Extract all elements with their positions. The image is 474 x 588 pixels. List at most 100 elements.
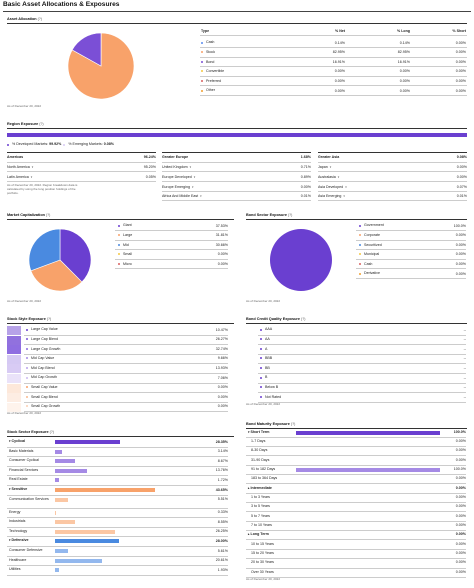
- sector-bar-real-estate: [55, 478, 59, 483]
- help-icon[interactable]: (?): [290, 422, 296, 426]
- sector-row-defensive[interactable]: ▾Defensive: [9, 538, 53, 543]
- row-divider: [7, 546, 228, 547]
- style-label: Small Cap Blend: [31, 394, 58, 399]
- legend-dot: [260, 376, 262, 379]
- chevron-down-icon[interactable]: ▾: [248, 429, 250, 434]
- legend-dot: [201, 41, 203, 44]
- style-box-small-cap-blend: [7, 393, 21, 403]
- region-row-asia-developed[interactable]: Asia Developed ▾: [318, 185, 347, 190]
- sector-row-sensitive[interactable]: ▾Sensitive: [9, 487, 53, 492]
- asset-net-value: 0.00%: [334, 78, 345, 83]
- help-icon[interactable]: (?): [287, 213, 293, 217]
- chevron-down-icon[interactable]: ▾: [343, 194, 345, 199]
- credit-label: B: [265, 375, 268, 380]
- chevron-down-icon[interactable]: ▾: [189, 165, 192, 169]
- asset-net-value: 16.91%: [332, 59, 345, 64]
- sector-label: Real Estate: [9, 477, 28, 482]
- help-icon[interactable]: (?): [45, 213, 51, 217]
- sector-bar-financial-services: [55, 468, 87, 473]
- credit-row-aa: AA: [260, 336, 270, 343]
- row-divider: [246, 436, 466, 438]
- region-row-europe-developed[interactable]: Europe Developed ▾: [162, 175, 195, 180]
- sector-label: Cyclical: [11, 439, 26, 443]
- region-row-north-america[interactable]: North America ▾: [7, 165, 33, 170]
- row-divider: [162, 171, 311, 172]
- chevron-down-icon[interactable]: ▾: [9, 439, 11, 443]
- chevron-down-icon[interactable]: ▾: [193, 174, 196, 179]
- row-divider: [356, 268, 466, 270]
- row-divider: [200, 47, 467, 48]
- column-header[interactable]: % Net: [335, 29, 345, 33]
- region-total: 0.08%: [456, 155, 467, 159]
- chevron-down-icon[interactable]: ▾: [31, 165, 34, 169]
- maturity-row-intermediate[interactable]: ▸Intermediate: [248, 486, 272, 491]
- row-divider: [115, 268, 228, 270]
- chevron-down-icon[interactable]: ▾: [9, 538, 11, 543]
- stock-style-title: Stock Style Exposure (?): [7, 317, 52, 321]
- sector-bar-industrials: [55, 520, 75, 525]
- chevron-right-icon[interactable]: ▸: [248, 485, 250, 490]
- chevron-down-icon[interactable]: ▾: [9, 487, 11, 491]
- region-total: 96.24%: [143, 155, 156, 159]
- bond-sector-row-cash: Cash: [359, 260, 372, 267]
- maturity-value: 0.00%: [455, 476, 466, 481]
- bond-maturity-title: Bond Maturity Exposure (?): [246, 422, 296, 426]
- chevron-down-icon[interactable]: ▾: [345, 184, 347, 189]
- legend-dot: [359, 262, 361, 265]
- chevron-down-icon[interactable]: ▾: [337, 174, 340, 179]
- region-label: Asia Emerging: [318, 194, 342, 199]
- chevron-down-icon[interactable]: ▾: [200, 194, 202, 199]
- region-value: 0.01%: [456, 194, 467, 199]
- style-box-large-cap-growth: [7, 345, 21, 355]
- row-divider: [318, 190, 467, 192]
- legend-dot: [26, 357, 28, 360]
- region-row-asia-emerging[interactable]: Asia Emerging ▾: [318, 194, 345, 199]
- chevron-down-icon[interactable]: ▾: [191, 184, 194, 189]
- maturity-row-long-term[interactable]: ▸Long Term: [248, 532, 269, 537]
- asof-date: As of December 20, 2022: [7, 411, 42, 415]
- row-divider: [115, 239, 228, 241]
- row-divider: [356, 239, 466, 241]
- sector-row-cyclical[interactable]: ▾Cyclical: [9, 439, 53, 444]
- chevron-right-icon[interactable]: ▸: [248, 532, 250, 537]
- region-row-europe-emerging[interactable]: Europe Emerging ▾: [162, 185, 193, 190]
- region-row-australasia[interactable]: Australasia ▾: [318, 175, 339, 180]
- column-header[interactable]: Type: [201, 29, 210, 33]
- legend-dot: [26, 328, 28, 331]
- row-divider: [258, 382, 466, 384]
- region-row-japan[interactable]: Japan ▾: [318, 165, 331, 170]
- chevron-down-icon[interactable]: ▾: [329, 165, 332, 169]
- legend-dot: [7, 143, 9, 146]
- asof-date: As of December 20, 2022: [246, 299, 281, 303]
- help-icon[interactable]: (?): [37, 17, 43, 21]
- credit-row-aaa: AAA: [260, 326, 272, 333]
- sector-label: Defensive: [11, 538, 29, 543]
- region-row-latin-america[interactable]: Latin America ▾: [7, 175, 32, 180]
- row-divider: [115, 249, 228, 251]
- column-header[interactable]: % Long: [397, 29, 410, 33]
- column-header[interactable]: % Short: [452, 29, 466, 33]
- sector-bar-cyclical: [55, 440, 121, 444]
- legend-label: Micro: [123, 261, 132, 266]
- region-row-united-kingdom[interactable]: United Kingdom ▾: [162, 165, 191, 170]
- row-divider: [7, 446, 228, 448]
- region-row-africa-and-middle-east[interactable]: Africa And Middle East ▾: [162, 194, 202, 199]
- asset-short-value: 0.00%: [455, 50, 466, 55]
- maturity-label: 20 to 30 Years: [251, 560, 274, 565]
- help-icon[interactable]: (?): [39, 122, 44, 126]
- legend-dot: [118, 224, 120, 227]
- legend-dot: [26, 366, 28, 369]
- help-icon[interactable]: (?): [46, 317, 52, 321]
- chevron-down-icon[interactable]: ▾: [30, 174, 33, 179]
- region-label: Asia Developed: [318, 184, 344, 189]
- legend-value: 0.00%: [455, 233, 466, 238]
- style-row-large-cap-value: Large Cap Value: [26, 326, 58, 333]
- sector-bar-consumer-defensive: [55, 549, 68, 553]
- maturity-row-short-term[interactable]: ▾Short Term: [248, 430, 269, 435]
- maturity-value: 0.00%: [455, 504, 466, 509]
- help-icon[interactable]: (?): [301, 317, 306, 321]
- sector-bar-technology: [55, 529, 116, 534]
- help-icon[interactable]: (?): [49, 430, 54, 434]
- page-title: Basic Asset Allocations & Exposures: [3, 1, 120, 8]
- credit-value: --: [463, 356, 466, 361]
